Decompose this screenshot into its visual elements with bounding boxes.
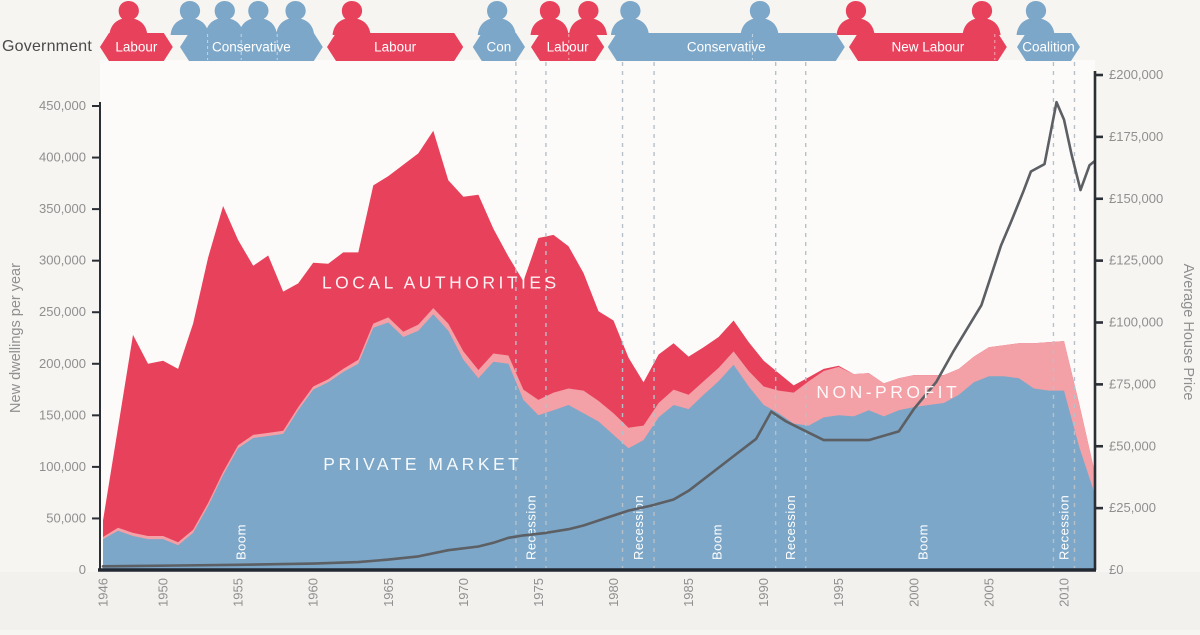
- footer-strip: [0, 572, 1200, 630]
- recession-label: Recession: [1056, 495, 1071, 560]
- left-axis: 0 50,000 100,000 150,000 200,000 250,000 300,0…: [8, 98, 101, 577]
- y-tick-label: £100,000: [1109, 315, 1163, 330]
- government-segment-shape: [180, 33, 323, 61]
- pm-portrait-icon: [962, 0, 1001, 35]
- pm-portrait-icon: [568, 0, 608, 35]
- left-axis-title: New dwellings per year: [8, 263, 24, 413]
- government-segment-label: Conservative: [687, 40, 766, 55]
- government-segment-conservative-1: Conservative: [170, 0, 323, 61]
- government-segment-coalition-7: Coalition: [1016, 0, 1080, 61]
- area-label-local-authorities: LOCAL AUTHORITIES: [322, 273, 560, 293]
- y-tick-label: 100,000: [39, 459, 86, 474]
- x-tick-label: 1980: [606, 578, 621, 607]
- boom-label: Boom: [234, 524, 249, 560]
- x-tick-label: 1946: [96, 578, 111, 607]
- y-tick-label: £0: [1109, 562, 1123, 577]
- x-tick-label: 1965: [381, 578, 396, 607]
- y-tick-label: 250,000: [39, 304, 86, 319]
- y-tick-label: 450,000: [39, 98, 86, 113]
- pm-portrait-icon: [836, 0, 875, 35]
- recession-marker: Recession: [1052, 62, 1076, 568]
- government-segment-labour-4: Labour: [530, 0, 608, 61]
- private-market-area: [103, 314, 1094, 570]
- recession-marker: Recession: [515, 62, 547, 568]
- x-tick-label: 1950: [156, 578, 171, 607]
- government-segment-shape: [472, 33, 525, 61]
- government-segment-label: Labour: [115, 40, 158, 55]
- y-tick-label: 400,000: [39, 150, 86, 165]
- x-tick-label: 2000: [906, 578, 921, 607]
- y-tick-label: £125,000: [1109, 253, 1163, 268]
- y-tick-label: £150,000: [1109, 191, 1163, 206]
- government-segment-shape: [607, 33, 845, 61]
- house-price-line: [101, 100, 1096, 568]
- recession-marker: Recession: [774, 62, 807, 568]
- pm-portrait-icon: [530, 0, 569, 35]
- y-tick-label: £25,000: [1109, 500, 1156, 515]
- right-axis: £0 £25,000 £50,000 £75,000 £100,000 £125,000 £…: [1093, 67, 1196, 577]
- x-tick-label: 2010: [1056, 578, 1071, 607]
- x-tick-label: 1995: [831, 578, 846, 607]
- x-tick-label: 1955: [231, 578, 246, 607]
- government-segment-labour-2: Labour: [327, 0, 464, 61]
- y-tick-label: 150,000: [39, 407, 86, 422]
- y-tick-label: £175,000: [1109, 129, 1163, 144]
- y-tick-label: 350,000: [39, 201, 86, 216]
- government-segment-labour-0: Labour: [99, 0, 173, 61]
- y-tick-label: 50,000: [46, 510, 86, 525]
- y-tick-label: £200,000: [1109, 67, 1163, 82]
- pm-portrait-icon: [109, 0, 148, 35]
- government-segment-label: Conservative: [212, 40, 291, 55]
- government-segment-shape: [327, 33, 464, 61]
- government-segment-label: Coalition: [1022, 40, 1075, 55]
- right-axis-title: Average House Price: [1180, 264, 1196, 401]
- government-segment-conservative-5: Conservative: [607, 0, 845, 61]
- pm-portrait-icon: [238, 0, 278, 35]
- pm-portrait-icon: [740, 0, 779, 35]
- y-tick-label: £75,000: [1109, 376, 1156, 391]
- recession-label: Recession: [631, 495, 646, 560]
- y-tick-label: £50,000: [1109, 438, 1156, 453]
- government-segment-con-3: Con: [472, 0, 525, 61]
- y-tick-label: 200,000: [39, 356, 86, 371]
- pm-portrait-icon: [332, 0, 371, 35]
- government-segment-shape: [849, 33, 1007, 61]
- x-tick-label: 1990: [756, 578, 771, 607]
- government-segment-label: Con: [487, 40, 512, 55]
- pm-portrait-icon: [477, 0, 516, 35]
- x-tick-label: 1975: [531, 578, 546, 607]
- y-tick-label: 300,000: [39, 253, 86, 268]
- x-tick-label: 1970: [456, 578, 471, 607]
- pm-portrait-icon: [205, 0, 244, 35]
- pm-portrait-icon: [610, 0, 650, 35]
- boom-label: Boom: [710, 524, 725, 560]
- boom-label: Boom: [915, 524, 930, 560]
- government-segment-shape: [531, 33, 605, 61]
- x-tick-label: 2005: [981, 578, 996, 607]
- pm-portrait-icon: [170, 0, 209, 35]
- recession-marker: Recession: [621, 62, 655, 568]
- y-tick-label: 0: [79, 562, 86, 577]
- government-timeline: Labour Conservative Labour Con Labour Conserv…: [99, 0, 1080, 61]
- x-tick-label: 1960: [306, 578, 321, 607]
- government-segment-new-labour-6: New Labour: [836, 0, 1007, 61]
- pm-portrait-icon: [1016, 0, 1055, 35]
- government-segment-label: Labour: [374, 40, 417, 55]
- government-segment-shape: [1017, 33, 1080, 61]
- recession-label: Recession: [523, 495, 538, 560]
- x-axis: 1946 1950 1955 1960 1965 1970 1975 1980 1985 1990…: [96, 568, 1096, 607]
- government-segment-label: Labour: [547, 40, 590, 55]
- recession-label: Recession: [783, 495, 798, 560]
- government-segment-label: New Labour: [892, 40, 965, 55]
- pm-portrait-icon: [276, 0, 315, 35]
- x-tick-label: 1985: [681, 578, 696, 607]
- area-label-private-market: PRIVATE MARKET: [323, 454, 522, 474]
- area-label-non-profit: NON-PROFIT: [816, 382, 960, 402]
- government-axis-label: Government: [2, 38, 93, 55]
- government-segment-shape: [99, 33, 173, 61]
